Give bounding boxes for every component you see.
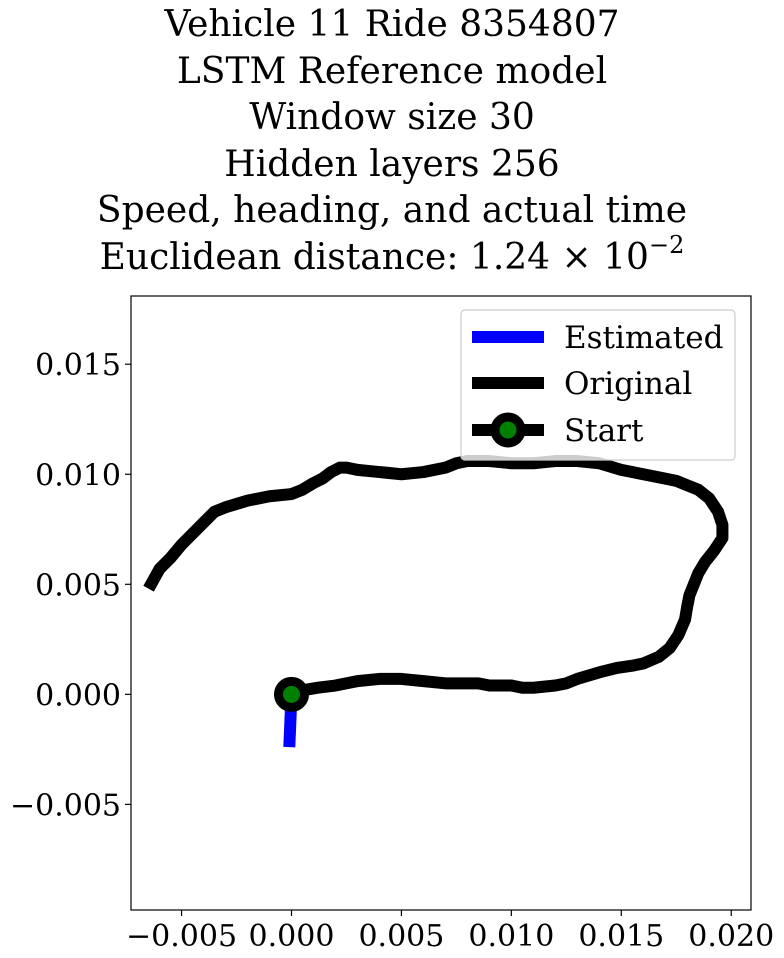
legend-box [460,309,736,461]
series-original-line [143,455,729,701]
y-tick-label: 0.000 [35,678,121,713]
legend-label-estimated: Estimated [564,320,723,356]
x-tick-label: 0.020 [688,919,774,954]
y-tick-label: 0.010 [35,458,121,493]
y-tick-label: 0.015 [35,348,121,383]
title-line: Vehicle 11 Ride 8354807 [164,4,620,45]
legend-label-start: Start [564,413,644,449]
x-tick-label: 0.000 [249,919,335,954]
x-tick-label: 0.015 [578,919,664,954]
y-tick-label: −0.005 [10,788,121,823]
y-axis: −0.005 0.000 0.005 0.010 0.015 [10,348,131,823]
chart-title: Vehicle 11 Ride 8354807 LSTM Reference m… [0,2,784,281]
x-tick-label: 0.005 [358,919,444,954]
start-marker [273,676,309,712]
title-line: Speed, heading, and actual time [96,190,688,231]
legend-swatch-start-marker [490,412,526,448]
x-tick-label: −0.005 [126,919,237,954]
axes-frame [130,295,752,911]
title-metric-line: Euclidean distance: 1.24 × 10−2 [0,233,784,282]
title-line: Hidden layers 256 [224,143,560,185]
title-line: Window size 30 [249,97,535,138]
series-layer [143,455,729,748]
legend-label-original: Original [564,366,692,402]
x-axis: −0.005 0.000 0.005 0.010 0.015 0.020 [126,910,774,954]
title-line: LSTM Reference model [176,50,608,92]
legend: Estimated Original Start [460,309,736,461]
x-tick-label: 0.010 [468,919,554,954]
title-metric-text: Euclidean distance: 1.24 × 10 [99,236,649,278]
title-metric-exponent: −2 [648,230,685,259]
y-tick-label: 0.005 [35,568,121,603]
